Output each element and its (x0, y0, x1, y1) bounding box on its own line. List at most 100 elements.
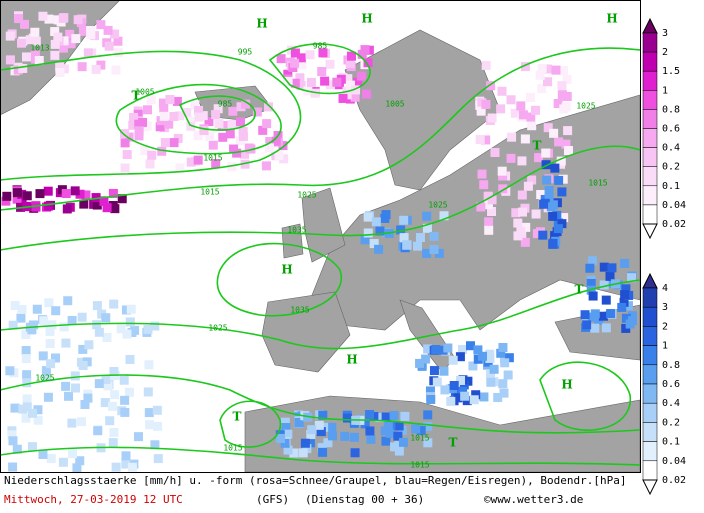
precip-cell (381, 210, 391, 220)
isobar-label: 1025 (297, 191, 316, 200)
precip-cell (543, 77, 553, 87)
colorbar-label: 0.2 (662, 417, 680, 428)
precip-cell (8, 436, 18, 446)
precip-cell (228, 106, 238, 116)
precip-cell (477, 169, 487, 179)
isobar-label: 1025 (428, 201, 447, 210)
precip-cell (394, 440, 404, 450)
precip-cell (338, 93, 348, 103)
precip-cell (548, 238, 558, 248)
isobar (115, 83, 282, 155)
precip-cell (125, 354, 135, 364)
isobar-label: 1013 (30, 44, 49, 53)
precip-cell (109, 299, 119, 309)
precip-cell (342, 413, 352, 423)
precip-cell (76, 417, 86, 427)
precip-cell (10, 301, 20, 311)
isobar-label: 1035 (287, 226, 306, 235)
precip-cell (280, 417, 290, 427)
precip-cell (481, 99, 491, 109)
precip-cell (92, 301, 102, 311)
precip-cell (481, 60, 491, 70)
isobar (0, 145, 641, 251)
precip-cell (276, 433, 286, 443)
isobar (0, 47, 641, 211)
precip-cell (527, 175, 537, 185)
precip-cell (549, 128, 559, 138)
precip-cell (328, 431, 338, 441)
precip-cell (580, 310, 590, 320)
precip-cell (487, 206, 497, 216)
precip-cell (483, 200, 493, 210)
precip-cell (554, 137, 564, 147)
precip-cell (238, 126, 248, 136)
precip-cell (12, 194, 22, 204)
precip-cell (182, 107, 192, 117)
precip-cell (551, 65, 561, 75)
precip-cell (153, 454, 163, 464)
precip-cell (68, 449, 78, 459)
precip-cell (105, 416, 115, 426)
precip-cell (44, 14, 54, 24)
precip-cell (305, 50, 315, 60)
precip-cell (518, 207, 528, 217)
precip-cell (439, 211, 449, 221)
precip-cell (563, 126, 573, 136)
precip-cell (10, 403, 20, 413)
precip-cell (353, 77, 363, 87)
colorbar-box (642, 287, 658, 308)
precip-cell (7, 430, 17, 440)
precip-cell (124, 387, 134, 397)
precip-cell (518, 110, 528, 120)
precip-cell (50, 39, 60, 49)
precip-cell (399, 215, 409, 225)
precip-cell (486, 377, 496, 387)
precip-cell (422, 211, 432, 221)
legend: 3 2 1.5 1 0.8 0.6 0.4 0.2 0.1 0.04 0.02 4 3 2 1 0.8 0.6 0… (642, 17, 686, 496)
precip-cell (120, 138, 130, 148)
precip-cell (75, 456, 85, 466)
precip-cell (440, 385, 450, 395)
isobar (0, 279, 641, 350)
precip-cell (537, 63, 547, 73)
precip-cell (517, 190, 527, 200)
precip-cell (199, 126, 209, 136)
precip-cell (471, 390, 481, 400)
precip-cell (525, 92, 535, 102)
isobar (0, 374, 641, 434)
colorbar-label: 0.8 (662, 104, 680, 115)
colorbar-label: 0.04 (662, 200, 686, 211)
precip-cell (5, 31, 15, 41)
precip-cell (101, 374, 111, 384)
pressure-center: T (575, 283, 584, 297)
precip-cell (498, 184, 508, 194)
precip-cell (271, 136, 281, 146)
precip-cell (542, 175, 552, 185)
precip-cell (558, 174, 568, 184)
precip-cell (38, 449, 48, 459)
pressure-center: H (346, 353, 357, 367)
precip-cell (8, 462, 18, 472)
precip-cell (606, 309, 616, 319)
precip-cell (140, 145, 150, 155)
precip-cell (120, 129, 130, 139)
pressure-center: H (561, 378, 572, 392)
precip-cell (258, 125, 268, 135)
pressure-center: T (132, 89, 141, 103)
precip-cell (129, 112, 139, 122)
precip-cell (116, 324, 126, 334)
precip-cell (103, 381, 113, 391)
precip-cell (620, 290, 630, 300)
precip-cell (399, 233, 409, 243)
map-labels: 1013 995 985 985 1005 1005 1015 1015 1025 1025 103… (30, 12, 617, 470)
precip-cell (21, 346, 31, 356)
precip-cell (169, 138, 179, 148)
caption-run: (Dienstag 00 + 36) (305, 493, 424, 506)
precip-cell (559, 104, 569, 114)
precip-cell (280, 438, 290, 448)
precip-cell (241, 99, 251, 109)
precip-cell (120, 395, 130, 405)
colorbar-box (642, 204, 658, 225)
precip-cell (479, 392, 489, 402)
